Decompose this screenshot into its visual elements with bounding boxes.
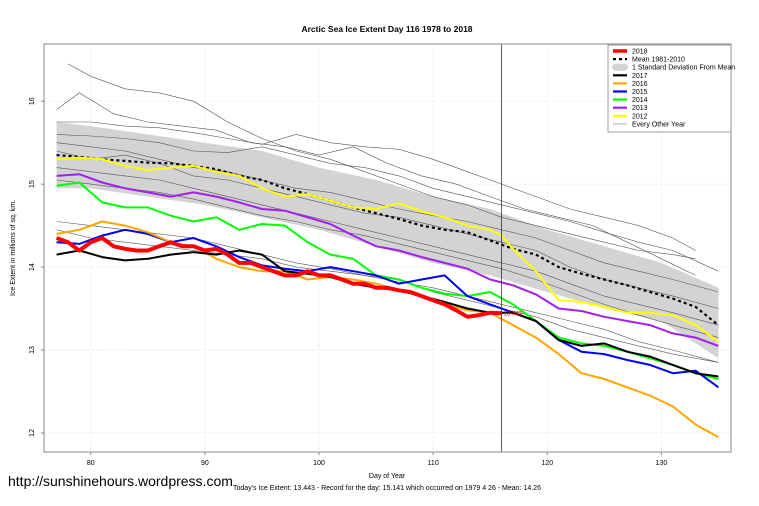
other-year-line xyxy=(56,92,696,276)
other-year-line xyxy=(56,142,719,293)
y-axis: 12 13 14 15 16 xyxy=(29,97,44,437)
y-tick-label: 14 xyxy=(29,263,36,271)
x-tick-label: 80 xyxy=(87,460,95,467)
y-axis-label: Ice Extent in millions of sq. km. xyxy=(10,200,17,296)
other-year-line xyxy=(56,179,719,338)
legend-label: 1 Standard Deviation From Mean xyxy=(632,65,735,72)
other-year-line xyxy=(56,167,719,326)
legend-label: 2013 xyxy=(632,105,648,112)
series-line-2012 xyxy=(56,156,719,343)
legend-label: 2017 xyxy=(632,73,648,80)
other-year-line xyxy=(56,134,719,272)
x-axis: 80 90 100 110 120 130 xyxy=(87,452,667,467)
x-tick-label: 110 xyxy=(428,460,439,467)
legend-label: 2012 xyxy=(632,113,648,120)
y-tick-label: 16 xyxy=(29,97,36,105)
footer-stats: Today's Ice Extent: 13.443 - Record for … xyxy=(233,485,541,492)
legend-label: Every Other Year xyxy=(632,121,686,128)
x-tick-label: 120 xyxy=(541,460,553,467)
std-dev-band-area xyxy=(56,122,719,359)
x-tick-label: 90 xyxy=(201,460,209,467)
highlight-series xyxy=(55,156,719,438)
legend-label: Mean 1981-2010 xyxy=(632,57,685,64)
chart-title: Arctic Sea Ice Extent Day 116 1978 to 20… xyxy=(301,24,472,34)
plot-frame xyxy=(43,43,732,453)
x-tick-label: 100 xyxy=(313,460,325,467)
series-line-2013 xyxy=(56,173,719,347)
series-line-2018 xyxy=(55,236,502,319)
legend-label: 2018 xyxy=(632,49,648,56)
mean-line xyxy=(56,154,720,326)
legend-label: 2016 xyxy=(632,81,648,88)
legend-swatch xyxy=(612,63,628,71)
legend-label: 2014 xyxy=(632,97,648,104)
y-tick-label: 15 xyxy=(29,180,36,188)
x-axis-label: Day of Year xyxy=(369,473,406,480)
legend-box xyxy=(607,44,732,133)
watermark-url: http://sunshinehours.wordpress.com xyxy=(8,473,233,489)
other-year-line xyxy=(56,221,719,363)
y-tick-label: 12 xyxy=(29,429,36,437)
legend-label: 2015 xyxy=(632,89,648,96)
std-dev-band xyxy=(56,122,719,359)
series-line-2014 xyxy=(56,181,719,380)
mean-line-group xyxy=(56,154,720,326)
y-tick-label: 13 xyxy=(29,346,36,354)
other-year-line xyxy=(67,63,696,260)
x-tick-label: 130 xyxy=(656,460,668,467)
current-value-label: 13.443 xyxy=(504,311,523,317)
other-year-line xyxy=(56,121,696,251)
